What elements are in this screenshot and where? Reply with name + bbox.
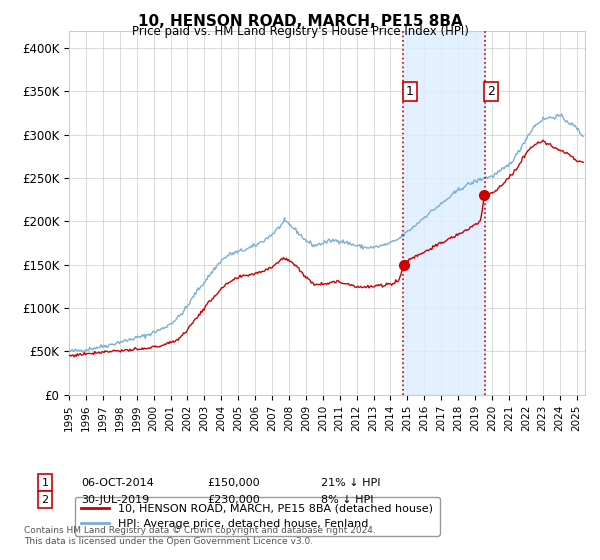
Text: 1: 1 bbox=[41, 478, 49, 488]
Text: £230,000: £230,000 bbox=[207, 494, 260, 505]
Text: 8% ↓ HPI: 8% ↓ HPI bbox=[321, 494, 373, 505]
Text: 30-JUL-2019: 30-JUL-2019 bbox=[81, 494, 149, 505]
Text: 06-OCT-2014: 06-OCT-2014 bbox=[81, 478, 154, 488]
Text: Contains HM Land Registry data © Crown copyright and database right 2024.
This d: Contains HM Land Registry data © Crown c… bbox=[24, 526, 376, 546]
Text: 2: 2 bbox=[487, 85, 495, 98]
Bar bbox=[403, 31, 485, 395]
Text: 2: 2 bbox=[41, 494, 49, 505]
Legend: 10, HENSON ROAD, MARCH, PE15 8BA (detached house), HPI: Average price, detached : 10, HENSON ROAD, MARCH, PE15 8BA (detach… bbox=[74, 497, 440, 536]
Text: 10, HENSON ROAD, MARCH, PE15 8BA: 10, HENSON ROAD, MARCH, PE15 8BA bbox=[137, 14, 463, 29]
Text: 21% ↓ HPI: 21% ↓ HPI bbox=[321, 478, 380, 488]
Text: 1: 1 bbox=[406, 85, 414, 98]
Text: £150,000: £150,000 bbox=[207, 478, 260, 488]
Text: Price paid vs. HM Land Registry's House Price Index (HPI): Price paid vs. HM Land Registry's House … bbox=[131, 25, 469, 38]
